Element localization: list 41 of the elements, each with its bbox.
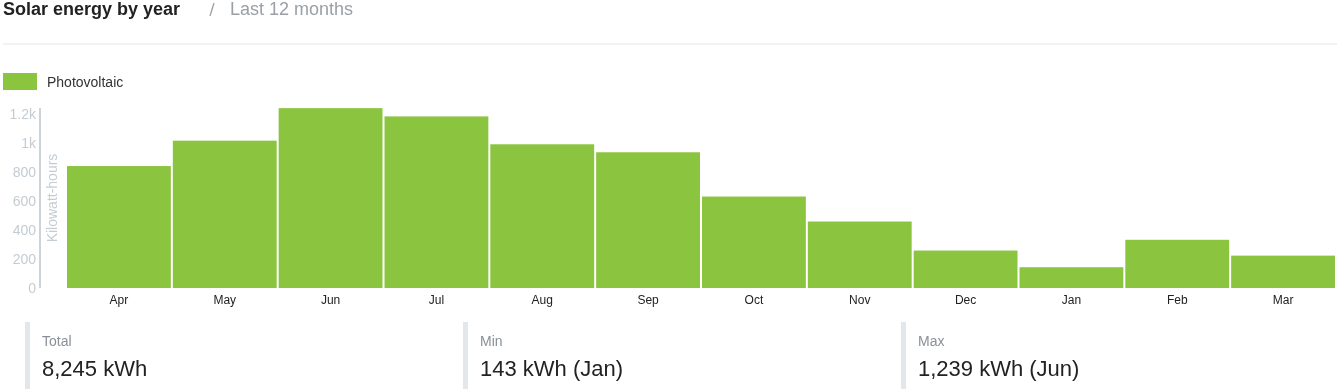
- bar: [384, 116, 489, 288]
- bar: [913, 250, 1018, 288]
- x-tick-label: May: [213, 293, 237, 307]
- y-tick-label: 200: [12, 250, 37, 267]
- bar: [807, 221, 912, 288]
- bar: [702, 196, 806, 288]
- y-tick-label: 1k: [21, 134, 37, 151]
- text: Min: [480, 333, 503, 349]
- bar: [67, 166, 171, 288]
- bar: [1125, 239, 1230, 288]
- bar: [490, 144, 595, 288]
- x-tick-label: Aug: [531, 293, 553, 307]
- y-tick-label: 1.2k: [9, 105, 37, 122]
- chart-subtitle: Last 12 months: [230, 0, 354, 19]
- x-tick-label: Feb: [1166, 293, 1188, 307]
- x-tick-label: Dec: [954, 293, 977, 307]
- x-tick-label: Mar: [1272, 293, 1294, 307]
- x-tick-label: Nov: [849, 293, 871, 307]
- bar: [596, 152, 700, 288]
- x-tick-label: Jun: [320, 293, 341, 307]
- y-axis-title: Kilowatt-hours: [44, 153, 60, 243]
- bar: [172, 140, 277, 288]
- text: 143 kWh (Jan): [480, 356, 624, 381]
- chart-title: Solar energy by year: [3, 0, 181, 19]
- x-tick-label: Apr: [109, 293, 129, 307]
- y-tick-label: 800: [12, 163, 37, 180]
- y-tick-label: 0: [28, 280, 37, 296]
- bar: [1231, 255, 1335, 288]
- x-tick-label: Jan: [1061, 293, 1082, 307]
- text: Total: [42, 333, 72, 349]
- text: 8,245 kWh: [42, 356, 148, 381]
- bar: [278, 108, 383, 288]
- y-tick-label: 600: [12, 192, 37, 209]
- y-tick-label: 400: [12, 221, 37, 238]
- text: Max: [918, 333, 945, 349]
- bar: [1019, 267, 1124, 288]
- x-tick-label: Oct: [744, 293, 764, 307]
- text: 1,239 kWh (Jun): [918, 356, 1080, 381]
- x-tick-label: Sep: [637, 293, 660, 307]
- x-tick-label: Jul: [428, 293, 445, 307]
- legend-label: Photovoltaic: [47, 74, 124, 90]
